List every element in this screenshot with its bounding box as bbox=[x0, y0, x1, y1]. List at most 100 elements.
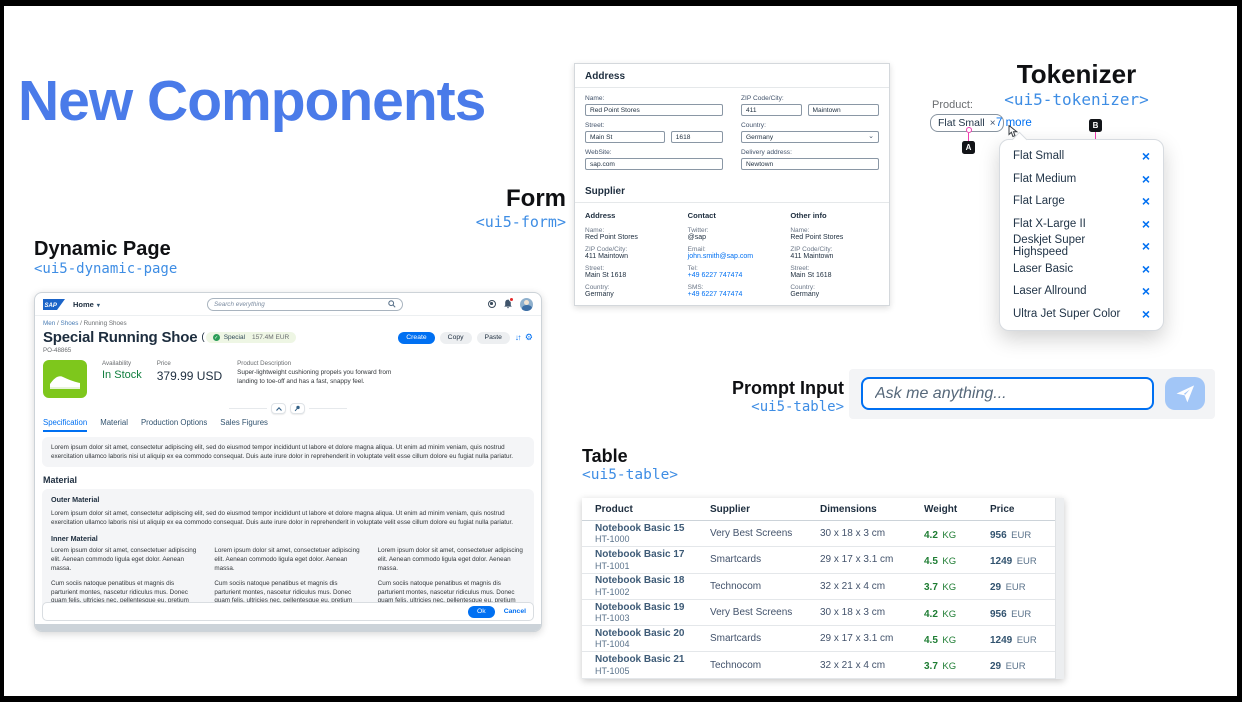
prompt-input[interactable] bbox=[861, 377, 1154, 410]
breadcrumb-men[interactable]: Men bbox=[43, 320, 56, 327]
token-item-remove-icon[interactable] bbox=[1142, 261, 1150, 277]
token-list-item[interactable]: Ultra Jet Super Color bbox=[1000, 303, 1163, 326]
form-screenshot: Address Name: ZIP Code/City: Street: bbox=[574, 63, 890, 306]
more-tokens-link[interactable]: 7 more bbox=[996, 117, 1032, 129]
create-button[interactable]: Create bbox=[398, 331, 435, 344]
token-chip[interactable]: Flat Small × bbox=[930, 114, 1004, 132]
city-input[interactable] bbox=[807, 104, 879, 116]
website-input[interactable] bbox=[585, 158, 723, 170]
pair-value: Red Point Stores bbox=[790, 234, 844, 241]
dimensions-cell: 32 x 21 x 4 cm bbox=[820, 580, 886, 592]
dimensions-cell: 30 x 18 x 3 cm bbox=[820, 528, 886, 540]
token-list-item[interactable]: Flat X-Large II bbox=[1000, 213, 1163, 236]
breadcrumb-shoes[interactable]: Shoes bbox=[60, 320, 79, 327]
product-code: HT-1003 bbox=[595, 613, 630, 624]
dimensions-cell: 30 x 18 x 3 cm bbox=[820, 607, 886, 619]
token-remove-icon[interactable]: × bbox=[989, 117, 996, 129]
bell-icon[interactable] bbox=[503, 297, 514, 309]
price-cell: 956 EUR bbox=[990, 529, 1032, 541]
delivery-field: Delivery address: bbox=[741, 149, 879, 170]
inner-material-p1: Lorem ipsum dolor sit amet, consectetuer… bbox=[214, 547, 360, 572]
country-select[interactable] bbox=[741, 131, 879, 143]
product-name: Notebook Basic 18 bbox=[595, 575, 685, 587]
collapse-header-button[interactable] bbox=[271, 403, 286, 414]
token-item-remove-icon[interactable] bbox=[1142, 238, 1150, 254]
token-list-item[interactable]: Flat Large bbox=[1000, 190, 1163, 213]
pair-label: Street: bbox=[790, 265, 810, 272]
gear-icon[interactable] bbox=[525, 332, 533, 343]
token-item-remove-icon[interactable] bbox=[1142, 193, 1150, 209]
search-input[interactable]: Search everything bbox=[207, 297, 403, 311]
notification-badge bbox=[509, 297, 514, 302]
token-item-remove-icon[interactable] bbox=[1142, 171, 1150, 187]
token-list-item[interactable]: Flat Small bbox=[1000, 145, 1163, 168]
zip-input[interactable] bbox=[741, 104, 802, 116]
home-menu[interactable]: Home bbox=[73, 300, 100, 309]
product-code: HT-1005 bbox=[595, 665, 630, 676]
search-icon[interactable] bbox=[388, 300, 396, 308]
table-row[interactable]: Notebook Basic 19 HT-1003 Very Best Scre… bbox=[582, 600, 1064, 627]
table-row[interactable]: Notebook Basic 15 HT-1000 Very Best Scre… bbox=[582, 521, 1064, 548]
website-label: WebSite: bbox=[585, 149, 612, 156]
pair-value: Main St 1618 bbox=[790, 272, 832, 279]
supplier-cell: Smartcards bbox=[710, 554, 762, 566]
supplier-contact-group: Contact Twitter: @sap Email: john.smith@sa… bbox=[688, 211, 777, 303]
avatar[interactable] bbox=[520, 297, 533, 311]
sms-link[interactable]: +49 6227 747474 bbox=[687, 291, 743, 298]
tel-link[interactable]: +49 6227 747474 bbox=[687, 272, 743, 279]
copy-button[interactable]: Copy bbox=[439, 331, 472, 344]
section-label-dynamic-page: Dynamic Page <ui5-dynamic-page bbox=[34, 238, 177, 277]
tab-material[interactable]: Material bbox=[100, 418, 128, 427]
token-list-item[interactable]: Deskjet Super Highspeed bbox=[1000, 234, 1163, 258]
ok-button[interactable]: Ok bbox=[468, 605, 495, 618]
cancel-button[interactable]: Cancel bbox=[503, 608, 526, 615]
email-link[interactable]: john.smith@sap.com bbox=[687, 253, 754, 260]
tab-sales-figures[interactable]: Sales Figures bbox=[220, 418, 268, 427]
price-cell: 29 EUR bbox=[990, 661, 1026, 673]
street-input[interactable] bbox=[585, 131, 665, 143]
token-list-item[interactable]: Laser Basic bbox=[1000, 258, 1163, 281]
token-item-remove-icon[interactable] bbox=[1142, 283, 1150, 299]
supplier-cell: Technocom bbox=[710, 659, 762, 671]
price-cell: 1249 EUR bbox=[990, 634, 1037, 646]
table-heading: Table bbox=[582, 446, 628, 466]
availability-fact: Availability In Stock bbox=[102, 360, 142, 381]
table-scrollbar[interactable] bbox=[1055, 498, 1064, 679]
tab-specification[interactable]: Specification bbox=[43, 418, 88, 432]
delivery-input[interactable] bbox=[741, 158, 879, 170]
description-fact: Product Description Super-lightweight cu… bbox=[237, 360, 395, 386]
name-input[interactable] bbox=[585, 104, 723, 116]
street-number-input[interactable] bbox=[670, 131, 723, 143]
pair-value: Red Point Stores bbox=[585, 234, 638, 241]
col-weight[interactable]: Weight bbox=[924, 503, 958, 515]
send-button[interactable] bbox=[1165, 377, 1205, 410]
col-price[interactable]: Price bbox=[990, 503, 1015, 515]
token-list-item[interactable]: Laser Allround bbox=[1000, 280, 1163, 303]
inner-material-p1: Lorem ipsum dolor sit amet, consectetuer… bbox=[377, 547, 523, 572]
table-screenshot: Product Supplier Dimensions Weight Price… bbox=[582, 498, 1064, 679]
pair-label: Twitter: bbox=[687, 227, 709, 234]
pair-label: Name: bbox=[790, 227, 810, 234]
chevron-up-icon bbox=[275, 406, 282, 411]
sort-icon[interactable]: ↓↑ bbox=[514, 333, 522, 342]
col-product[interactable]: Product bbox=[595, 503, 633, 515]
dimensions-cell: 29 x 17 x 3.1 cm bbox=[820, 633, 894, 645]
pin-header-button[interactable] bbox=[290, 403, 305, 414]
weight-cell: 4.2 KG bbox=[924, 529, 957, 541]
token-item-remove-icon[interactable] bbox=[1142, 216, 1150, 232]
col-dimensions[interactable]: Dimensions bbox=[820, 503, 877, 515]
pin-icon bbox=[294, 405, 300, 412]
annotation-marker-a: A bbox=[962, 127, 975, 154]
table-row[interactable]: Notebook Basic 21 HT-1005 Technocom 32 x… bbox=[582, 652, 1064, 679]
table-row[interactable]: Notebook Basic 18 HT-1002 Technocom 32 x… bbox=[582, 574, 1064, 600]
assistant-icon[interactable] bbox=[488, 300, 496, 308]
token-item-remove-icon[interactable] bbox=[1142, 306, 1150, 322]
token-item-remove-icon[interactable] bbox=[1142, 148, 1150, 164]
col-supplier[interactable]: Supplier bbox=[710, 503, 751, 515]
paste-button[interactable]: Paste bbox=[476, 331, 510, 344]
pair-label: Country: bbox=[790, 284, 815, 291]
table-row[interactable]: Notebook Basic 20 HT-1004 Smartcards 29 … bbox=[582, 626, 1064, 653]
token-list-item[interactable]: Flat Medium bbox=[1000, 168, 1163, 191]
tab-production-options[interactable]: Production Options bbox=[140, 418, 208, 427]
table-row[interactable]: Notebook Basic 17 HT-1001 Smartcards 29 … bbox=[582, 547, 1064, 574]
